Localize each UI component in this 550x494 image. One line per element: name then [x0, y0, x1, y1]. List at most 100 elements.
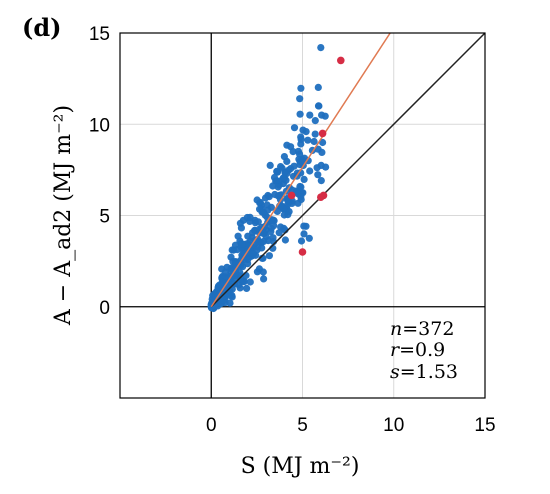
y-axis-label: A − A_ad2 (MJ m⁻²): [51, 105, 76, 326]
x-tick-label: 10: [383, 415, 404, 436]
data-point: [310, 137, 318, 146]
data-point: [297, 140, 305, 148]
data-point: [271, 190, 279, 199]
highlight-point: [287, 191, 296, 200]
data-point: [243, 284, 251, 292]
y-tick-label: 0: [99, 298, 110, 319]
data-point: [297, 169, 305, 177]
data-point: [265, 252, 273, 260]
data-point: [246, 278, 254, 286]
y-tick-label: 10: [89, 115, 110, 136]
highlight-point: [319, 191, 328, 200]
data-point: [259, 208, 268, 216]
highlight-point: [318, 129, 327, 138]
data-point: [290, 162, 298, 170]
stat-n: n=372: [390, 318, 454, 340]
stats-annotation: n=372 r=0.9 s=1.53: [390, 318, 458, 383]
data-point: [311, 130, 319, 138]
data-point: [260, 275, 268, 283]
data-point: [304, 136, 312, 144]
data-point: [281, 236, 289, 244]
data-point: [238, 240, 246, 248]
data-point: [306, 167, 314, 175]
data-point: [253, 268, 261, 276]
data-point: [318, 148, 326, 156]
data-point: [317, 177, 325, 185]
data-point: [263, 201, 271, 209]
data-point: [300, 222, 308, 230]
data-point: [314, 171, 322, 179]
stat-r: r=0.9: [390, 339, 445, 361]
data-point: [297, 133, 305, 141]
data-point: [267, 228, 275, 236]
panel-label: (d): [22, 13, 62, 42]
data-point: [311, 117, 319, 125]
stat-s: s=1.53: [390, 361, 458, 383]
x-tick-label: 15: [474, 415, 495, 436]
data-point: [228, 292, 236, 300]
reference-lines: [210, 32, 486, 308]
x-axis-label: S (MJ m⁻²): [241, 454, 360, 479]
highlight-points-layer: [287, 56, 345, 256]
data-point: [234, 232, 242, 240]
highlight-point: [298, 248, 307, 256]
data-point: [296, 95, 304, 103]
data-point: [270, 173, 279, 182]
data-point: [317, 44, 325, 52]
data-point: [261, 194, 270, 202]
data-point: [249, 229, 257, 237]
data-point: [322, 163, 330, 171]
data-point: [240, 255, 248, 264]
data-point: [284, 197, 293, 205]
points-layer: [207, 44, 330, 313]
data-point: [289, 148, 297, 156]
data-point: [290, 124, 299, 132]
data-point: [260, 237, 268, 246]
data-point: [266, 161, 274, 169]
data-point: [256, 198, 264, 207]
y-tick-label: 15: [89, 24, 110, 45]
fit-line: [210, 32, 391, 308]
data-point: [319, 138, 327, 147]
zero-axes: [120, 33, 485, 398]
x-tick-label: 0: [206, 415, 217, 436]
data-point: [275, 229, 283, 237]
data-point: [294, 147, 302, 155]
data-point: [284, 211, 292, 219]
data-point: [300, 175, 308, 183]
data-point: [270, 222, 278, 230]
data-point: [321, 112, 329, 120]
data-point: [314, 83, 322, 91]
data-point: [315, 102, 323, 110]
data-point: [226, 299, 234, 307]
data-point: [221, 268, 229, 276]
tick-labels: 0 5 10 15 0 5 10 15: [89, 24, 496, 436]
data-point: [254, 218, 262, 226]
one-to-one-line: [210, 32, 486, 308]
data-point: [302, 128, 310, 136]
data-point: [300, 230, 308, 238]
data-point: [305, 234, 313, 242]
data-point: [296, 110, 304, 118]
data-point: [283, 157, 291, 165]
data-point: [228, 246, 236, 254]
data-point: [218, 278, 226, 287]
data-point: [297, 84, 305, 92]
plot-frame: [119, 32, 486, 399]
data-point: [280, 224, 288, 232]
data-point: [231, 268, 239, 277]
data-point: [274, 183, 282, 191]
data-point: [253, 246, 261, 254]
data-point: [297, 193, 305, 201]
y-tick-label: 5: [99, 207, 110, 228]
data-point: [281, 168, 289, 176]
data-point: [277, 163, 285, 171]
data-point: [243, 240, 251, 248]
data-point: [297, 237, 306, 245]
data-point: [259, 268, 267, 276]
data-point: [279, 174, 287, 182]
data-point: [306, 111, 314, 119]
data-point: [269, 234, 277, 242]
data-point: [236, 219, 244, 227]
